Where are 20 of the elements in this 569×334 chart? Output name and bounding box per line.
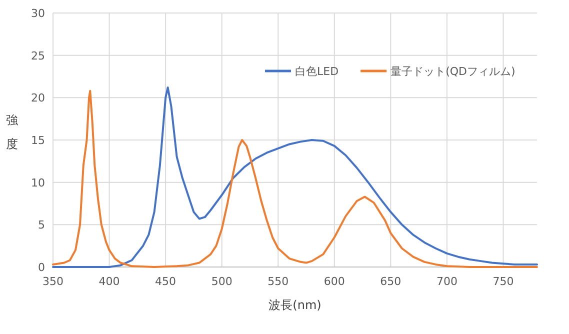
x-tick-label: 700 (436, 275, 458, 288)
y-tick-label: 10 (31, 176, 45, 190)
x-axis-title: 波長(nm) (268, 298, 322, 312)
x-tick-label: 650 (380, 275, 402, 288)
x-tick-label: 400 (98, 275, 120, 288)
x-tick-label: 600 (324, 275, 345, 288)
y-tick-label: 30 (31, 7, 45, 20)
y-tick-label: 15 (31, 134, 45, 147)
x-tick-label: 450 (155, 275, 176, 288)
x-tick-label: 350 (42, 275, 64, 288)
y-tick-label: 25 (31, 49, 45, 62)
y-tick-label: 5 (38, 218, 45, 232)
x-tick-label: 550 (268, 275, 289, 288)
legend-label: 白色LED (295, 65, 339, 78)
y-axis-title: 強度 (6, 113, 18, 151)
x-tick-label: 750 (492, 275, 514, 288)
legend-label: 量子ドット(QDフィルム) (390, 65, 516, 78)
y-tick-label: 0 (38, 261, 45, 274)
y-tick-label: 20 (31, 92, 45, 105)
x-tick-label: 500 (211, 275, 232, 288)
